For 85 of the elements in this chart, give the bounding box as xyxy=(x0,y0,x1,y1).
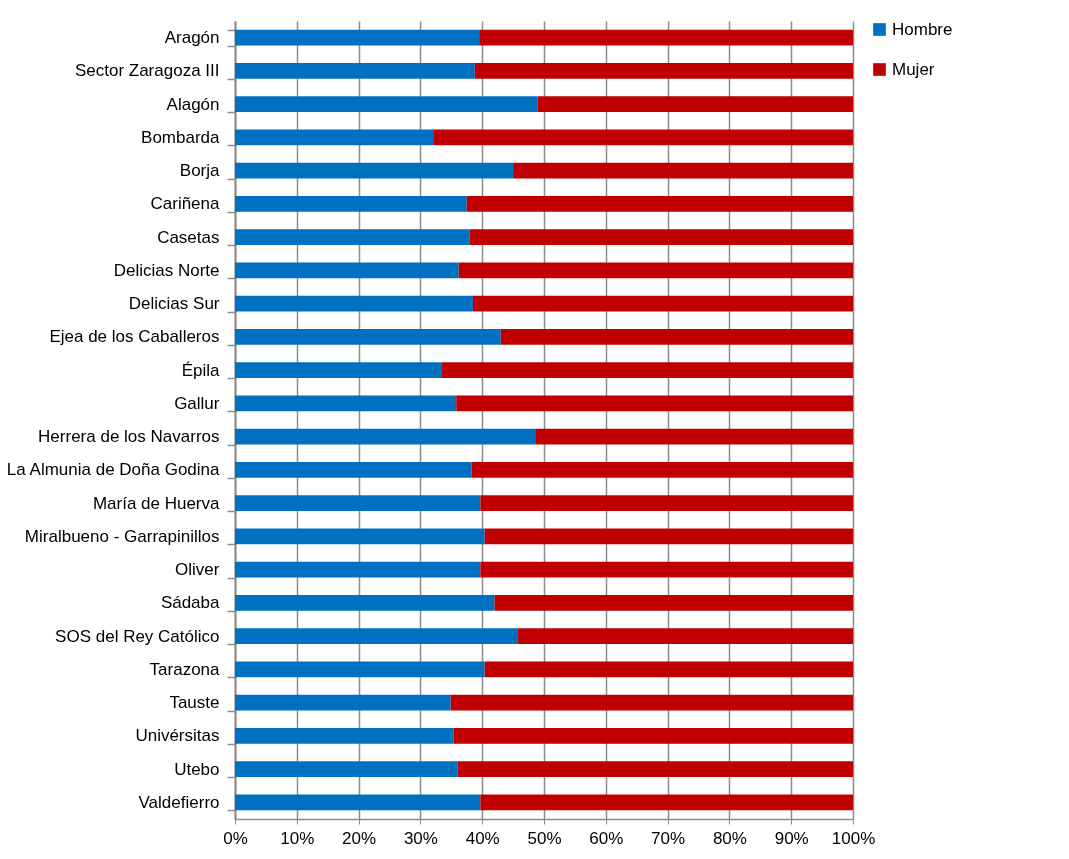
bar xyxy=(513,162,853,179)
bar xyxy=(235,528,485,545)
bar xyxy=(235,761,458,778)
y-tick-label: Bombarda xyxy=(141,127,221,147)
y-tick-label: Casetas xyxy=(157,227,220,247)
y-tick-label: Utebo xyxy=(174,759,220,779)
bar xyxy=(235,694,451,711)
bar xyxy=(235,461,472,478)
bar xyxy=(457,761,853,778)
bar xyxy=(494,594,853,611)
y-tick-label: Aragón xyxy=(164,28,220,48)
bar xyxy=(471,461,853,478)
bar xyxy=(235,195,467,212)
bar xyxy=(479,29,853,46)
bar xyxy=(235,395,457,412)
y-tick-label: Delicias Norte xyxy=(113,260,220,280)
x-tick-label: 0% xyxy=(223,828,248,848)
bar xyxy=(235,262,459,279)
x-tick-label: 20% xyxy=(342,828,377,848)
bar xyxy=(235,295,473,312)
bar xyxy=(235,661,485,678)
bar xyxy=(235,362,443,379)
bar xyxy=(235,328,501,345)
y-tick-label: Épila xyxy=(181,360,221,380)
bar xyxy=(235,495,481,512)
bar xyxy=(235,428,536,445)
y-tick-label: Tauste xyxy=(169,693,220,713)
bar xyxy=(235,628,519,645)
y-tick-label: Delicias Sur xyxy=(128,294,220,314)
x-tick-label: 10% xyxy=(280,828,315,848)
bar xyxy=(537,96,853,113)
y-tick-label: Oliver xyxy=(175,560,220,580)
y-tick-label: María de Huerva xyxy=(92,493,221,513)
y-tick-label: Miralbueno - Garrapinillos xyxy=(24,526,220,546)
bar xyxy=(484,528,853,545)
bar xyxy=(434,129,853,146)
bar xyxy=(500,328,853,345)
y-tick-label: Herrera de los Navarros xyxy=(38,427,220,447)
legend-label: Mujer xyxy=(892,59,935,79)
bar xyxy=(480,495,853,512)
y-tick-label: Cariñena xyxy=(150,194,221,214)
x-tick-label: 100% xyxy=(831,828,876,848)
bar xyxy=(480,794,853,811)
bar xyxy=(480,561,853,578)
bar xyxy=(442,362,853,379)
x-tick-label: 30% xyxy=(403,828,438,848)
x-tick-label: 90% xyxy=(774,828,809,848)
y-tick-label: Ejea de los Caballeros xyxy=(49,327,220,347)
y-tick-label: SOS del Rey Católico xyxy=(55,626,220,646)
bar xyxy=(235,162,514,179)
bar xyxy=(469,229,853,246)
bar xyxy=(450,694,853,711)
bar xyxy=(235,129,434,146)
bar xyxy=(456,395,853,412)
y-tick-label: Alagón xyxy=(166,94,220,114)
bar xyxy=(235,96,538,113)
bar xyxy=(235,29,480,46)
bar xyxy=(235,229,470,246)
bar xyxy=(535,428,853,445)
y-tick-label: Gallur xyxy=(174,393,220,413)
bar xyxy=(466,195,853,212)
y-tick-label: Univérsitas xyxy=(135,726,220,746)
bar xyxy=(474,62,853,79)
bar xyxy=(235,727,454,744)
bar xyxy=(518,628,853,645)
x-tick-label: 70% xyxy=(651,828,686,848)
bar xyxy=(453,727,853,744)
x-tick-label: 40% xyxy=(465,828,500,848)
bar xyxy=(235,594,495,611)
y-tick-label: Sector Zaragoza III xyxy=(74,61,220,81)
bar xyxy=(235,561,481,578)
x-tick-label: 50% xyxy=(527,828,562,848)
bar xyxy=(235,62,475,79)
x-tick-label: 60% xyxy=(589,828,624,848)
bar xyxy=(472,295,853,312)
y-tick-label: La Almunia de Doña Godina xyxy=(6,460,221,480)
y-tick-label: Borja xyxy=(179,161,221,181)
y-tick-label: Sádaba xyxy=(160,593,221,613)
bar xyxy=(235,794,481,811)
legend-label: Hombre xyxy=(892,19,953,39)
bar xyxy=(458,262,853,279)
bar xyxy=(484,661,853,678)
x-tick-label: 80% xyxy=(712,828,747,848)
y-tick-label: Tarazona xyxy=(149,659,221,679)
y-tick-label: Valdefierro xyxy=(138,792,220,812)
